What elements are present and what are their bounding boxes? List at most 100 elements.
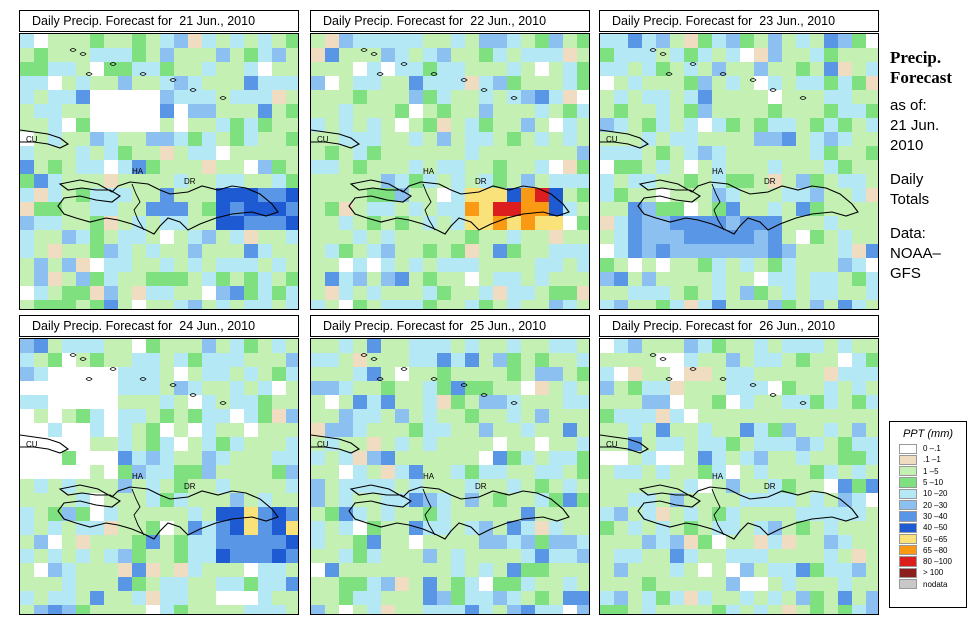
precip-cell — [202, 90, 216, 104]
precip-cell — [272, 549, 286, 563]
precip-cell — [726, 90, 740, 104]
precip-cell — [188, 563, 202, 577]
precip-cell — [698, 118, 712, 132]
precip-cell — [796, 90, 810, 104]
precip-cell — [796, 549, 810, 563]
precip-cell — [600, 409, 614, 423]
precip-cell — [286, 381, 298, 395]
precip-cell — [286, 174, 298, 188]
precip-cell — [325, 577, 339, 591]
precip-cell — [437, 118, 451, 132]
precip-cell — [754, 395, 768, 409]
precip-cell — [339, 549, 353, 563]
precip-cell — [824, 521, 838, 535]
precip-cell — [768, 48, 782, 62]
precip-cell — [656, 563, 670, 577]
precip-cell — [230, 62, 244, 76]
precip-cell — [614, 395, 628, 409]
precip-cell — [272, 146, 286, 160]
precip-cell — [339, 493, 353, 507]
precip-cell — [838, 174, 852, 188]
precip-cell — [521, 507, 535, 521]
precip-cell — [188, 381, 202, 395]
precip-cell — [188, 353, 202, 367]
precip-cell — [852, 353, 866, 367]
precip-cell — [118, 353, 132, 367]
precip-cell — [311, 339, 325, 353]
precip-cell — [642, 339, 656, 353]
precip-cell — [852, 591, 866, 605]
precip-cell — [479, 605, 493, 614]
precip-cell — [160, 160, 174, 174]
precip-cell — [866, 367, 878, 381]
precip-cell — [479, 493, 493, 507]
precip-cell — [160, 62, 174, 76]
precip-cell — [423, 90, 437, 104]
precip-cell — [451, 48, 465, 62]
precip-cell — [810, 300, 824, 309]
precip-cell — [852, 493, 866, 507]
precip-cell — [563, 549, 577, 563]
precip-cell — [132, 90, 146, 104]
precip-cell — [684, 591, 698, 605]
precip-cell — [104, 493, 118, 507]
precip-cell — [852, 437, 866, 451]
precip-cell — [465, 230, 479, 244]
precip-cell — [866, 216, 878, 230]
precip-cell — [810, 395, 824, 409]
precip-cell — [726, 409, 740, 423]
precip-cell — [577, 465, 589, 479]
precip-cell — [549, 367, 563, 381]
precip-cell — [118, 34, 132, 48]
precip-cell — [698, 230, 712, 244]
precip-cell — [642, 507, 656, 521]
precip-cell — [367, 563, 381, 577]
precip-cell — [796, 244, 810, 258]
precip-cell — [437, 216, 451, 230]
precip-cell — [76, 90, 90, 104]
precip-cell — [132, 300, 146, 309]
precip-cell — [62, 216, 76, 230]
precip-cell — [20, 216, 34, 230]
precip-cell — [810, 90, 824, 104]
precip-cell — [852, 146, 866, 160]
precip-cell — [754, 605, 768, 614]
precip-cell — [90, 300, 104, 309]
precip-cell — [230, 132, 244, 146]
precip-cell — [824, 146, 838, 160]
precip-cell — [796, 353, 810, 367]
precip-cell — [395, 479, 409, 493]
precip-cell — [810, 339, 824, 353]
panel-title: Daily Precip. Forecast for 23 Jun., 2010 — [599, 10, 879, 32]
precip-cell — [726, 423, 740, 437]
precip-cell — [118, 104, 132, 118]
precip-cell — [754, 409, 768, 423]
precip-cell — [339, 437, 353, 451]
precip-cell — [230, 104, 244, 118]
precip-cell — [698, 146, 712, 160]
precip-cell — [339, 409, 353, 423]
precip-cell — [311, 216, 325, 230]
precip-cell — [479, 272, 493, 286]
precip-cell — [535, 258, 549, 272]
precip-cell — [286, 395, 298, 409]
precip-cell — [339, 367, 353, 381]
precip-cell — [146, 300, 160, 309]
island-outline — [749, 383, 757, 387]
precip-cell — [34, 188, 48, 202]
precip-cell — [698, 353, 712, 367]
precip-cell — [451, 381, 465, 395]
precip-cell — [90, 493, 104, 507]
precip-cell — [656, 244, 670, 258]
precip-cell — [325, 507, 339, 521]
precip-cell — [656, 160, 670, 174]
precip-cell — [174, 381, 188, 395]
precip-cell — [34, 507, 48, 521]
precip-cell — [230, 353, 244, 367]
haiti-dr-border — [422, 488, 436, 536]
precip-cell — [174, 188, 188, 202]
legend-item: 65 –80 — [890, 545, 966, 556]
precip-cell — [258, 34, 272, 48]
precip-cell — [160, 339, 174, 353]
precip-cell — [479, 202, 493, 216]
